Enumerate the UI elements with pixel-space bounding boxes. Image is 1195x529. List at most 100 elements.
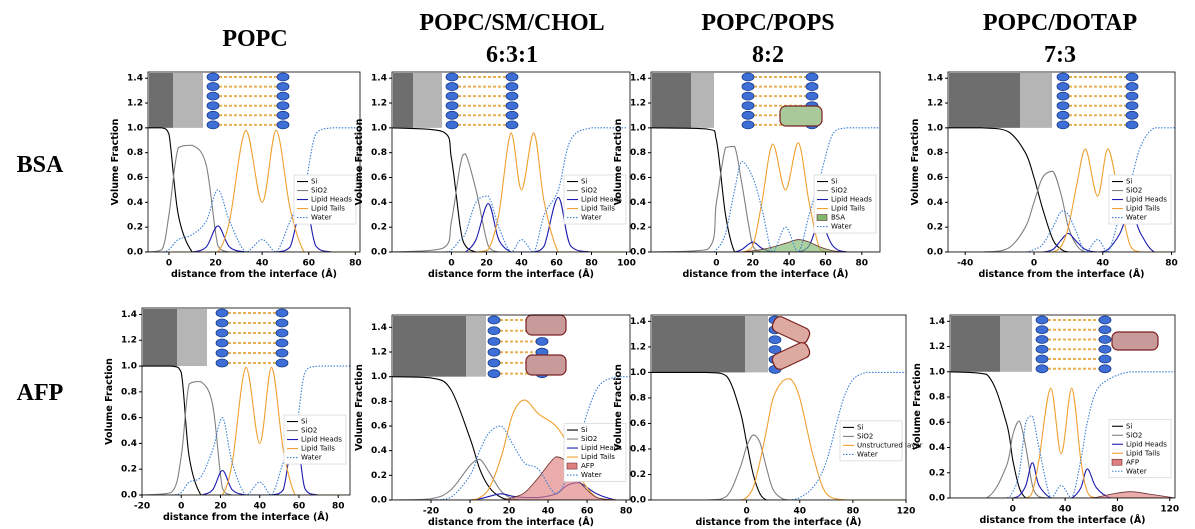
panel: 0.0 0.2 0.4 0.6 0.8 1.0 1.2 1.4 0 20 40 60 80 distanc… bbox=[110, 71, 362, 280]
substrate-sio2 bbox=[177, 309, 207, 367]
x-tick-label: 60 bbox=[581, 507, 594, 517]
substrate-sio2 bbox=[413, 73, 442, 128]
lipid-head bbox=[741, 72, 755, 82]
y-tick-label: 0.2 bbox=[927, 223, 943, 233]
lipid-head bbox=[1098, 335, 1112, 344]
y-tick-label: 1.2 bbox=[927, 99, 943, 109]
lipid-head bbox=[1056, 101, 1070, 111]
lipid-head bbox=[445, 110, 459, 120]
column-title: POPC/DOTAP bbox=[983, 10, 1137, 36]
plot-frame bbox=[391, 71, 631, 253]
substrate-si bbox=[393, 316, 466, 377]
y-axis-label: Volume Fraction bbox=[110, 118, 121, 205]
lipid-head bbox=[1035, 315, 1049, 325]
legend-label: Lipid Tails bbox=[301, 445, 335, 453]
lipid-head bbox=[445, 120, 459, 130]
y-tick-label: 1.2 bbox=[121, 336, 137, 346]
legend-label: Lipid Tails bbox=[1126, 205, 1160, 213]
protein bbox=[771, 342, 811, 370]
x-tick-label: 0 bbox=[467, 507, 473, 517]
legend-label: SiO2 bbox=[831, 187, 847, 195]
y-tick-label: 0.0 bbox=[927, 248, 943, 258]
legend-label: Water bbox=[301, 454, 322, 462]
series-group bbox=[950, 371, 1175, 498]
legend-label: SiO2 bbox=[1126, 431, 1142, 439]
legend-label: Lipid Heads bbox=[1126, 196, 1167, 204]
y-tick-label: 0.8 bbox=[630, 393, 646, 403]
protein bbox=[1111, 331, 1159, 351]
lipid-head bbox=[275, 338, 289, 348]
y-axis-label: Volume Fraction bbox=[910, 118, 921, 205]
line bbox=[651, 145, 880, 252]
substrate-sio2 bbox=[1020, 73, 1052, 128]
lipid-head bbox=[215, 338, 229, 348]
y-tick-label: 0.4 bbox=[371, 198, 387, 208]
y-tick-label: 1.2 bbox=[929, 342, 945, 352]
legend-label: Si bbox=[1126, 178, 1132, 186]
lipid-head bbox=[206, 120, 220, 130]
substrate-sio2 bbox=[1000, 316, 1032, 372]
lipid-head bbox=[505, 120, 519, 130]
legend-swatch bbox=[816, 214, 828, 221]
y-tick-label: 0.6 bbox=[927, 173, 943, 183]
legend-label: Water bbox=[311, 214, 332, 222]
lipid-head bbox=[741, 91, 755, 101]
legend-label: Si bbox=[857, 423, 863, 431]
line bbox=[392, 127, 627, 252]
lipid-head bbox=[276, 120, 290, 130]
legend-label: Si bbox=[311, 178, 317, 186]
panel: 0.0 0.2 0.4 0.6 0.8 1.0 1.2 1.4 -40 0 40 80 distance… bbox=[910, 71, 1178, 280]
x-tick-label: 80 bbox=[349, 259, 362, 269]
lipid-head bbox=[206, 82, 220, 91]
lipid-head bbox=[805, 91, 819, 101]
lipid-head bbox=[805, 82, 819, 91]
legend-label: SiO2 bbox=[581, 187, 597, 195]
legend-label: Lipid Heads bbox=[301, 436, 342, 444]
lipid-head bbox=[445, 72, 459, 82]
panel: 0.0 0.2 0.4 0.6 0.8 1.0 1.2 1.4 -20 0 20 40 60 80 dist… bbox=[354, 314, 632, 528]
x-tick-label: 120 bbox=[897, 507, 916, 517]
substrate-sio2 bbox=[745, 316, 768, 373]
line bbox=[148, 144, 360, 252]
lipid-head bbox=[1098, 354, 1112, 364]
column-title: 8:2 bbox=[752, 42, 784, 68]
x-tick-label: -20 bbox=[423, 507, 439, 517]
x-tick-label: 80 bbox=[847, 507, 860, 517]
legend-box bbox=[813, 174, 877, 234]
x-axis-label: distance from the interface (Å) bbox=[428, 517, 594, 528]
y-tick-label: 1.0 bbox=[929, 367, 945, 377]
series-group bbox=[651, 371, 906, 500]
line bbox=[148, 127, 360, 252]
y-tick-label: 0.2 bbox=[630, 223, 646, 233]
line bbox=[948, 170, 1175, 252]
protein bbox=[771, 316, 811, 344]
y-tick-label: 0.6 bbox=[630, 173, 646, 183]
y-tick-label: 1.2 bbox=[371, 99, 387, 109]
plot-frame bbox=[947, 71, 1176, 253]
x-tick-label: 40 bbox=[1059, 505, 1072, 515]
y-tick-label: 0.0 bbox=[630, 496, 646, 506]
plot-frame bbox=[650, 71, 881, 253]
y-tick-label: 0.0 bbox=[929, 494, 945, 504]
y-tick-label: 0.6 bbox=[929, 418, 945, 428]
x-axis-label: distance from the interface (Å) bbox=[682, 269, 848, 280]
lipid-head bbox=[1098, 315, 1112, 325]
panel: 0.0 0.2 0.4 0.6 0.8 1.0 1.2 1.4 0 20 40 60 80 100 dist… bbox=[354, 71, 636, 280]
x-tick-label: 40 bbox=[1097, 259, 1110, 269]
legend-label: SiO2 bbox=[581, 435, 597, 443]
y-axis-label: Volume Fraction bbox=[912, 363, 923, 450]
lipid-head bbox=[1035, 344, 1049, 354]
legend-label: Water bbox=[1126, 214, 1147, 222]
legend-label: Water bbox=[1126, 467, 1147, 475]
y-tick-label: 1.0 bbox=[630, 123, 646, 133]
y-axis-label: Volume Fraction bbox=[613, 118, 624, 205]
y-tick-label: 0.6 bbox=[121, 413, 137, 423]
x-tick-label: 60 bbox=[293, 502, 306, 512]
x-tick-label: 0 bbox=[448, 259, 454, 269]
legend-label: SiO2 bbox=[1126, 187, 1142, 195]
panel: 0.0 0.2 0.4 0.6 0.8 1.0 1.2 1.4 0 20 40 60 80 distanc… bbox=[613, 71, 881, 280]
plot-frame bbox=[141, 307, 351, 496]
line bbox=[392, 376, 630, 500]
lipid-head bbox=[487, 358, 501, 368]
lipid-head bbox=[276, 110, 290, 120]
